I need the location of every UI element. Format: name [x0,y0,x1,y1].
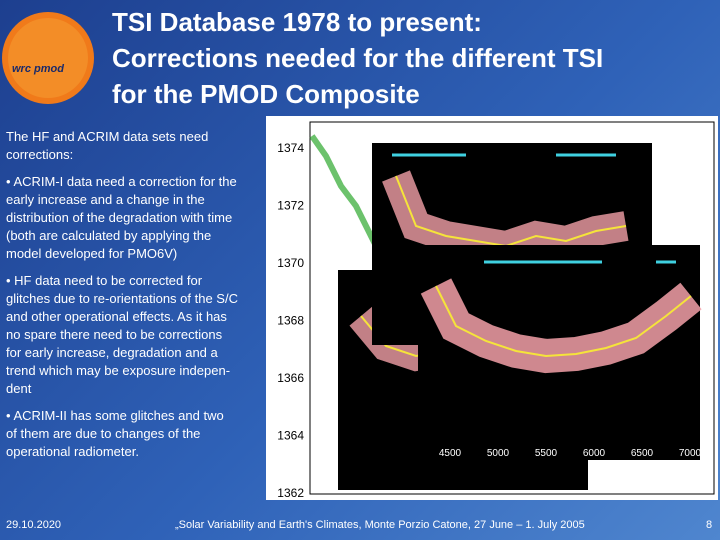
bullet: • ACRIM-II has some glitches and two of … [6,408,224,459]
inset-tick-label: 5500 [535,448,558,459]
paragraph: The HF and ACRIM data sets need correcti… [6,129,209,162]
footer-event: „Solar Variability and Earth's Climates,… [175,519,585,531]
bullet: • HF data need to be corrected for glitc… [6,273,238,396]
logo-text: wrc pmod [12,63,64,75]
y-tick-label: 1374 [277,141,304,155]
figure: 1374137213701368136613641362020004000600… [266,116,718,500]
inset-tick-label: 5000 [487,448,510,459]
title: TSI Database 1978 to present: Correction… [112,4,603,112]
y-tick-label: 1362 [277,486,304,500]
body-text: The HF and ACRIM data sets need correcti… [6,128,238,470]
title-line: TSI Database 1978 to present: [112,7,482,37]
bullet: • ACRIM-I data need a correction for the… [6,174,237,261]
logo: wrc pmod [2,12,94,104]
y-tick-label: 1372 [277,199,304,213]
inset-tick-label: 6500 [631,448,654,459]
inset-tick-label: 4500 [439,448,462,459]
y-tick-label: 1366 [277,371,304,385]
y-tick-label: 1368 [277,314,304,328]
title-line: Corrections needed for the different TSI [112,43,604,73]
inset-tick-label: 6000 [583,448,606,459]
y-tick-label: 1364 [277,429,304,443]
footer-date: 29.10.2020 [6,519,62,531]
y-tick-label: 1370 [277,256,304,270]
footer-page: 8 [706,519,713,531]
inset-tick-label: 7000 [679,448,702,459]
title-line: for the PMOD Composite [112,79,420,109]
